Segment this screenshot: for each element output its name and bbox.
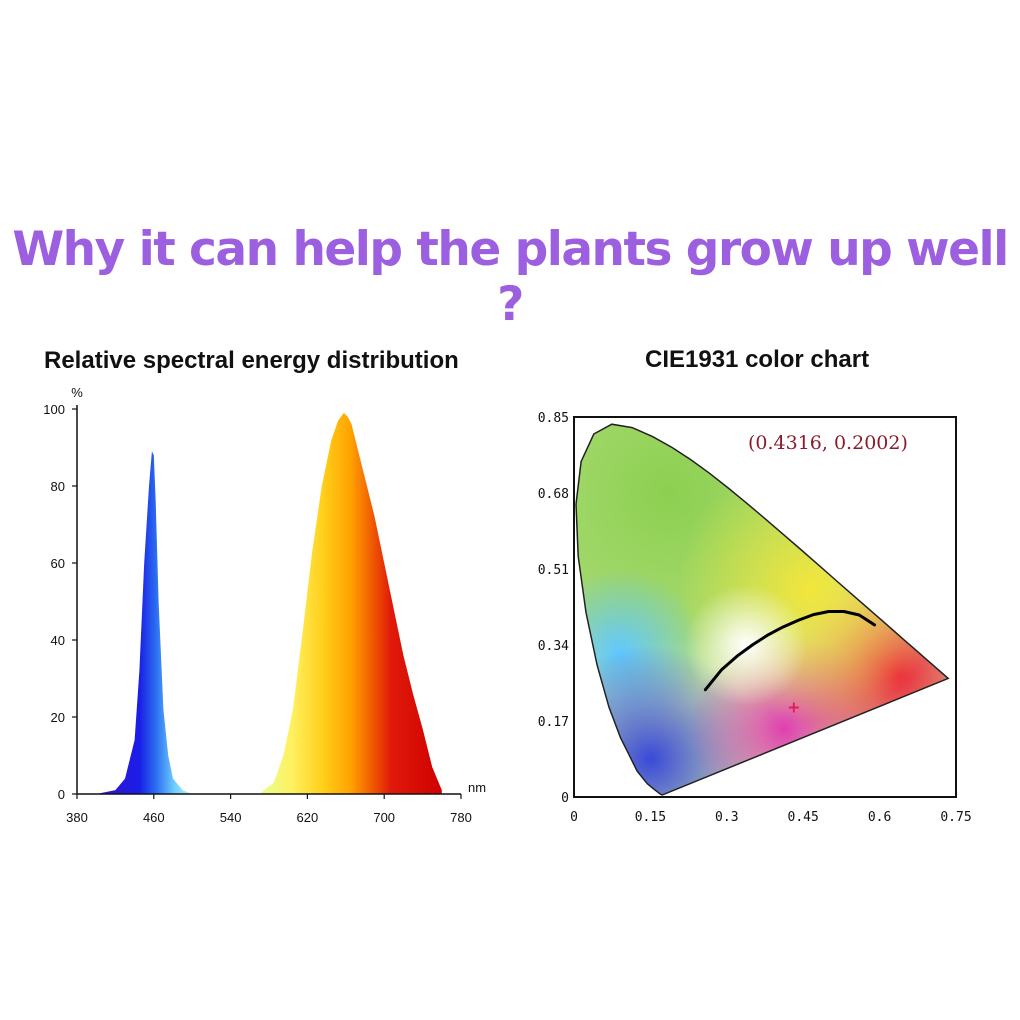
cie-chart-title: CIE1931 color chart (645, 346, 870, 373)
cie-spectral-locus (575, 423, 950, 796)
cie-x-tick-label: 0.45 (788, 810, 819, 825)
cie-y-tick-label: 0.17 (538, 715, 569, 730)
cie-x-tick-label: 0 (570, 810, 578, 825)
cie-planckian-locus (703, 610, 876, 692)
cie-y-tick-label: 0.68 (538, 487, 569, 502)
cie-y-tick-label: 0 (561, 791, 569, 806)
spectral-x-tick-label: 460 (143, 810, 165, 825)
spectral-chart: % nm 380 460 540 620 700 780 100 80 60 40 20 0 (43, 385, 486, 825)
cie-x-tick-label: 0.3 (715, 810, 738, 825)
spectral-y-tick-label: 80 (51, 479, 65, 494)
cie-gamut-colors (576, 424, 949, 795)
spectral-chart-title: Relative spectral energy distribution (44, 347, 459, 374)
spectral-x-axis-label: nm (468, 780, 486, 795)
cie-y-tick-label: 0.34 (538, 639, 569, 654)
page-headline: Why it can help the plants grow up well … (12, 222, 1009, 332)
white-point-marker (788, 702, 799, 713)
spectral-y-tick-label: 60 (51, 556, 65, 571)
cie-chart: (0.4316, 0.2002) 0 0.15 0.3 0.45 0.6 0.75 0.85… (538, 411, 972, 825)
spectral-y-tick-label: 40 (51, 633, 65, 648)
spectral-x-tick-label: 620 (297, 810, 319, 825)
spectral-x-tick-label: 540 (220, 810, 242, 825)
spectral-x-tick-label: 780 (450, 810, 472, 825)
cie-plot-frame (573, 416, 957, 798)
spectral-y-tick-label: 0 (58, 787, 65, 802)
coordinate-label: (0.4316, 0.2002) (748, 432, 908, 454)
cie-x-tick-label: 0.15 (635, 810, 666, 825)
cie-x-tick-label: 0.6 (868, 810, 891, 825)
spectral-x-tick-label: 380 (66, 810, 88, 825)
cie-x-tick-label: 0.75 (940, 810, 971, 825)
cie-y-tick-label: 0.85 (538, 411, 569, 426)
spectral-area-red (259, 412, 442, 794)
spectral-y-tick-label: 20 (51, 710, 65, 725)
spectral-x-tick-label: 700 (373, 810, 395, 825)
cie-y-tick-label: 0.51 (538, 563, 569, 578)
spectral-y-axis-label: % (71, 385, 83, 400)
spectral-area-blue (96, 451, 193, 794)
spectral-y-tick-label: 100 (43, 402, 65, 417)
